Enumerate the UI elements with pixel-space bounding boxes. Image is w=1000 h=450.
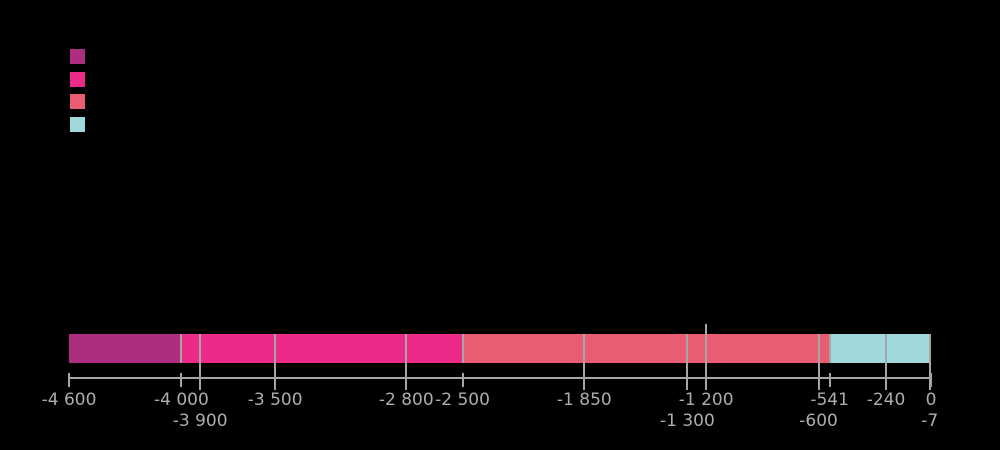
x-axis-line	[69, 377, 931, 379]
axis-tick-label: -4 600	[41, 390, 97, 410]
event-marker-line	[405, 334, 408, 390]
bar-segment[interactable]	[181, 334, 463, 363]
axis-tick-label: -3 900	[172, 411, 228, 431]
bar-segment[interactable]	[829, 334, 931, 363]
event-marker-line	[274, 334, 277, 390]
axis-tick-mark	[828, 373, 831, 387]
axis-tick-label: -7	[921, 411, 939, 431]
axis-tick-label: 0	[925, 390, 937, 410]
event-marker-line	[199, 334, 202, 390]
axis-tick-mark	[461, 373, 464, 387]
axis-tick-label: -2 800	[378, 390, 434, 410]
segment-boundary-line	[461, 334, 464, 363]
event-marker-line	[928, 334, 931, 390]
event-marker-line	[686, 334, 689, 390]
axis-tick-label: -1 200	[678, 390, 734, 410]
event-marker-line	[885, 334, 888, 390]
axis-tick-label: -1 850	[556, 390, 612, 410]
segment-boundary-line	[180, 334, 183, 363]
legend-swatch-1[interactable]	[70, 49, 85, 64]
bar-segment[interactable]	[69, 334, 182, 363]
axis-tick-label: -600	[799, 411, 838, 431]
event-marker-line	[817, 334, 820, 390]
axis-tick-label: -4 000	[154, 390, 209, 410]
axis-tick-label: -2 500	[435, 390, 490, 410]
axis-tick-label: -3 500	[247, 390, 303, 410]
event-marker-line	[705, 324, 708, 390]
axis-tick-label: -240	[866, 390, 906, 410]
axis-tick-label: -1 300	[659, 411, 715, 431]
segment-boundary-line	[828, 334, 831, 363]
bar-segment[interactable]	[462, 334, 830, 363]
event-marker-line	[583, 334, 586, 390]
legend-swatch-4[interactable]	[70, 117, 85, 132]
axis-tick-label: -541	[810, 390, 849, 410]
legend-swatch-3[interactable]	[70, 94, 85, 109]
legend-swatch-2[interactable]	[70, 72, 85, 87]
axis-tick-mark	[930, 373, 932, 387]
axis-tick-mark	[180, 373, 183, 387]
axis-tick-mark	[68, 373, 70, 387]
